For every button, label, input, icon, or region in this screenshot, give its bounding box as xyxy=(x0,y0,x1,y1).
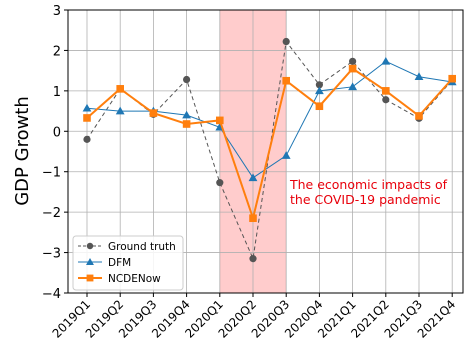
data-point-ground-truth xyxy=(349,57,357,65)
y-tick-label: −3 xyxy=(42,247,61,262)
y-tick-label: −2 xyxy=(42,206,61,221)
data-point-ncdenow xyxy=(83,114,91,122)
data-point-ncdenow xyxy=(415,112,423,120)
data-point-ncdenow xyxy=(282,76,290,85)
data-point-dfm xyxy=(182,110,191,119)
data-point-dfm xyxy=(315,86,324,95)
data-point-ncdenow xyxy=(116,85,124,93)
legend-label: NCDENow xyxy=(108,273,161,285)
y-tick-label: −4 xyxy=(42,287,61,302)
legend-label: Ground truth xyxy=(108,241,176,253)
data-point-dfm xyxy=(82,103,92,112)
data-point-dfm xyxy=(414,72,424,81)
data-point-ground-truth xyxy=(282,37,290,46)
data-point-ncdenow xyxy=(216,116,224,125)
annotation-line: The economic impacts of xyxy=(289,177,448,192)
data-point-ground-truth xyxy=(249,255,257,263)
data-point-ncdenow xyxy=(149,109,158,117)
series-line-dfm xyxy=(86,60,453,179)
data-point-ground-truth xyxy=(382,96,390,104)
data-point-dfm xyxy=(248,173,258,182)
plot-frame xyxy=(67,9,464,294)
legend-label: DFM xyxy=(108,257,131,269)
data-point-dfm xyxy=(348,82,357,91)
data-point-ground-truth xyxy=(216,179,224,187)
data-point-ground-truth xyxy=(83,135,91,143)
legend-box xyxy=(72,235,184,291)
y-tick-label: 0 xyxy=(53,125,61,140)
series-ncdenow xyxy=(83,64,456,223)
data-point-ncdenow xyxy=(182,120,191,128)
y-tick-label: 2 xyxy=(53,44,61,59)
legend-entry-dfm: DFM xyxy=(78,257,131,269)
legend-entry-ncdenow: NCDENow xyxy=(78,273,161,285)
data-point-ncdenow xyxy=(249,214,257,223)
data-point-dfm xyxy=(281,151,291,159)
data-point-dfm xyxy=(115,106,125,115)
legend-marker xyxy=(86,258,94,265)
legend-marker xyxy=(86,242,94,250)
y-axis-label: GDP Growth xyxy=(12,96,33,206)
legend-marker xyxy=(86,274,94,282)
data-point-ncdenow xyxy=(382,87,390,95)
y-tick-label: −1 xyxy=(42,166,61,181)
annotation-line: the COVID-19 pandemic xyxy=(290,192,441,207)
data-point-dfm xyxy=(381,56,391,65)
data-point-ncdenow xyxy=(348,64,357,73)
data-point-ncdenow xyxy=(315,102,324,111)
legend-entry-ground-truth: Ground truth xyxy=(78,241,176,253)
y-tick-label: 1 xyxy=(53,85,61,100)
data-point-ground-truth xyxy=(183,75,191,84)
y-tick-label: 3 xyxy=(53,4,61,19)
data-point-ncdenow xyxy=(448,74,456,83)
data-point-ground-truth xyxy=(315,81,323,89)
series-line-ncdenow xyxy=(86,67,453,222)
